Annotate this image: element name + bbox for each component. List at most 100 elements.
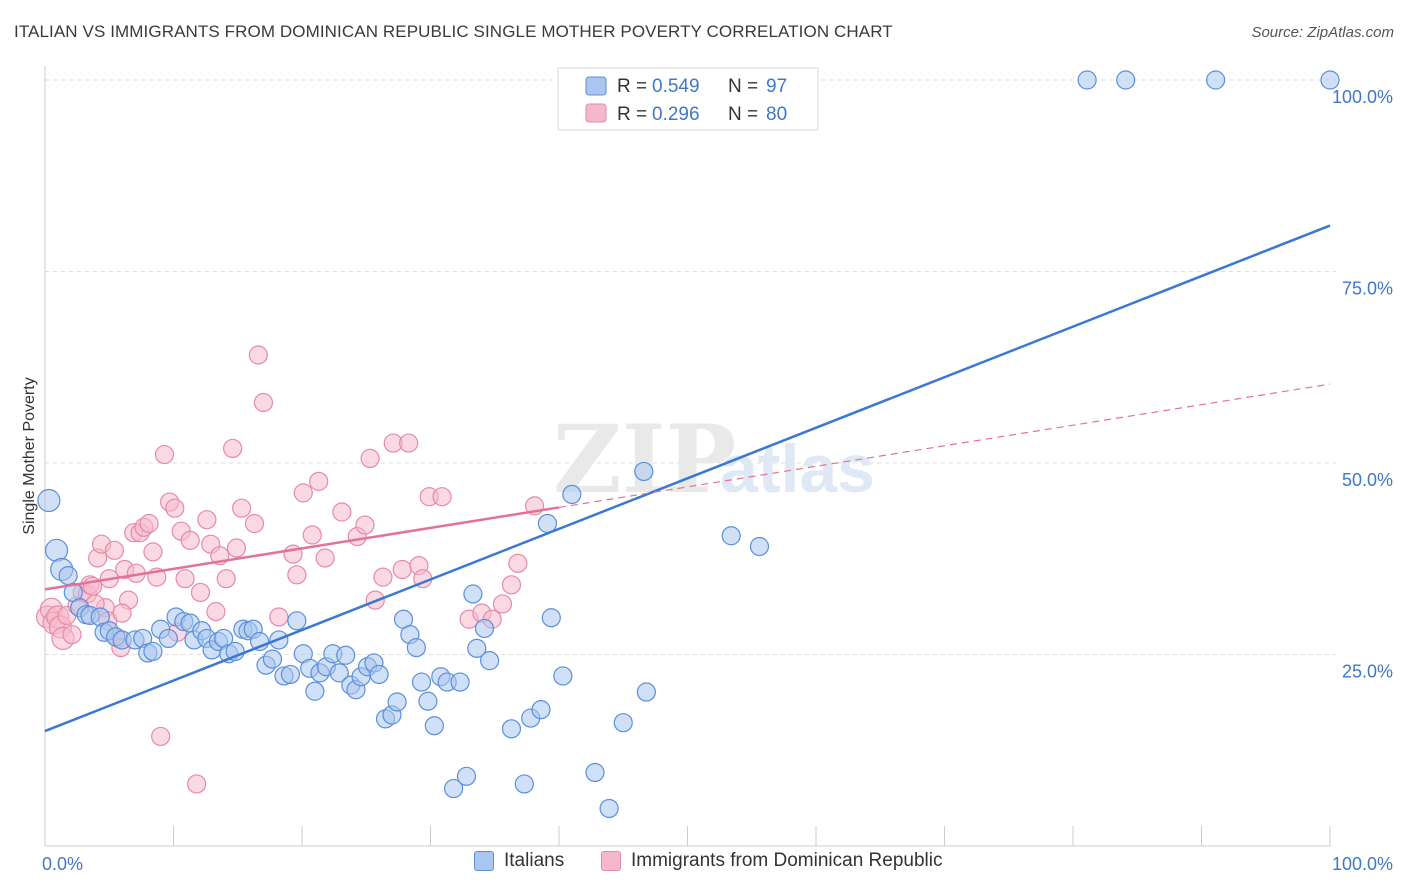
italians-point [280,664,301,685]
source-credit: Source: ZipAtlas.com [1251,24,1394,41]
dominican-point [492,594,513,614]
dominican-point [154,444,175,465]
italians-point [58,566,78,586]
dominican-trend-extension [558,383,1331,509]
y-tick-label: 75.0% [1342,279,1393,299]
dominican-point [309,471,329,491]
italians-point [287,611,307,631]
italians-point [634,461,654,482]
italians-point [514,774,534,794]
legend-n-label-pink: N = [728,104,758,125]
italians-point [424,716,444,736]
legend-n-value-pink: 80 [766,104,787,125]
dominican-point [392,559,412,580]
italians-point [553,666,573,686]
italians-point [1206,70,1226,90]
dominican-point [360,448,380,469]
dominican-point [180,530,200,550]
dominican-point [269,607,289,627]
dominican-point [187,774,207,794]
dominican-point [190,582,211,603]
italians-point [599,798,619,819]
italians-point [501,719,522,739]
italians-point [418,691,438,711]
italians-point [305,681,325,701]
italians-point [541,608,561,628]
series-dominican-points [35,345,545,794]
dominican-point [139,513,159,534]
dominican-point [332,502,352,522]
italians-point [721,526,741,546]
dominican-point [508,553,528,573]
dominican-point [223,438,243,459]
dominican-point [62,624,82,645]
italians-point [456,766,477,786]
italians-point [329,663,349,683]
legend-label-dominican: Immigrants from Dominican Republic [631,850,943,871]
dominican-point [143,542,163,562]
italians-point [531,700,551,720]
italians-point [143,641,163,662]
dominican-point [104,540,124,560]
watermark-zip: ZIP [553,405,736,515]
italians-point [1077,70,1097,90]
legend-n-value-blue: 97 [766,76,787,97]
legend-label-italians: Italians [504,850,565,871]
axis-layer: 25.0% 50.0% 75.0% 100.0% 0.0% 100.0% [42,66,1393,874]
italians-point [444,778,464,799]
italians-point [562,484,582,505]
legend-item-dominican[interactable]: Immigrants from Dominican Republic [601,850,943,872]
italians-point [474,618,495,639]
dominican-point [197,510,217,530]
trend-lines [44,224,1331,733]
y-tick-label: 100.0% [1332,87,1393,107]
y-tick-label: 50.0% [1342,470,1393,490]
dominican-trend-line [44,506,560,591]
dominican-point [287,565,307,585]
legend-r-value-blue: 0.549 [652,76,700,97]
legend-swatch-blue [585,76,607,96]
legend-item-italians[interactable]: Italians [474,850,564,872]
y-axis-label: Single Mother Poverty [21,377,38,534]
chart-title: ITALIAN VS IMMIGRANTS FROM DOMINICAN REP… [14,22,893,41]
y-tick-label: 25.0% [1342,662,1393,682]
dominican-point [399,433,419,453]
dominican-point [315,548,335,568]
x-tick-label-min: 0.0% [42,854,83,874]
legend-swatch-dominican [601,851,621,871]
dominican-point [175,569,195,589]
italians-trend-line [44,224,1331,733]
italians-point [262,649,283,669]
italians-point [636,682,656,702]
legend-r-value-pink: 0.296 [652,104,700,125]
series-legend: Italians Immigrants from Dominican Repub… [0,850,1406,880]
italians-point [450,672,470,692]
dominican-point [293,483,313,503]
dominican-point [253,392,274,413]
watermark: ZIP atlas [553,405,875,515]
italians-point [411,672,432,692]
dominican-point [151,726,171,747]
dominican-point [206,602,226,622]
italians-point [480,651,500,671]
italians-point [37,488,61,513]
dominican-point [432,487,452,507]
italians-point [406,638,426,658]
dominican-point [165,498,185,518]
stats-legend: R = 0.549 N = 97 R = 0.296 N = 80 [557,67,819,131]
dominican-point [226,538,247,558]
dominican-point [373,567,393,587]
italians-point [749,536,770,557]
legend-n-label-blue: N = [728,76,758,97]
dominican-point [244,513,265,534]
dominican-point [248,345,268,365]
legend-swatch-pink [585,103,607,123]
grid-layer [45,79,1336,655]
legend-r-label-pink: R = [617,104,647,125]
legend-swatch-italians [474,851,494,871]
dominican-point [355,515,375,535]
italians-point [369,664,389,685]
italians-point [613,713,633,733]
dominican-point [112,603,132,623]
